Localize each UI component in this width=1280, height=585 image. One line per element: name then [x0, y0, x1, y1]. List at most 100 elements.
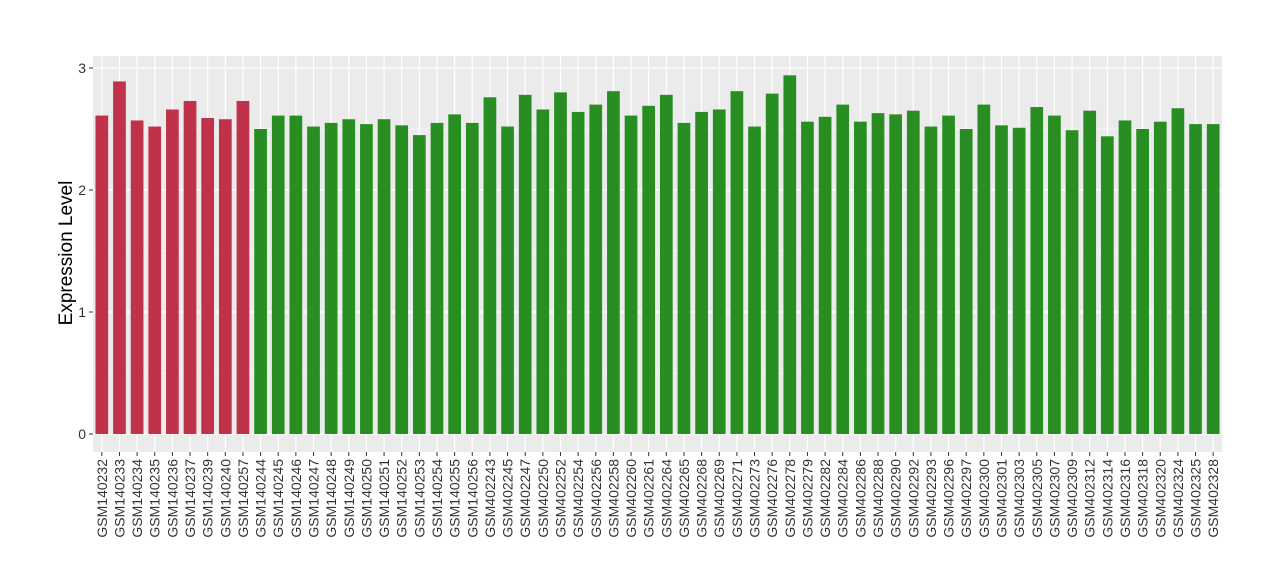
bar-GSM140246 — [289, 115, 303, 434]
x-tick-label: GSM140247 — [306, 459, 322, 538]
x-tick-label: GSM402292 — [905, 459, 921, 538]
x-tick-label: GSM402300 — [976, 459, 992, 538]
x-tick-label: GSM140257 — [235, 459, 251, 538]
bar-GSM140239 — [201, 118, 215, 435]
x-tick-label: GSM402296 — [941, 459, 957, 538]
bar-GSM402288 — [871, 113, 885, 434]
x-tick-label: GSM402314 — [1099, 459, 1115, 538]
x-tick-label: GSM402318 — [1135, 459, 1151, 538]
bar-GSM402265 — [677, 122, 691, 435]
bar-GSM140240 — [218, 119, 232, 435]
y-tick-label: 2 — [78, 182, 86, 198]
x-tick-label: GSM140233 — [111, 459, 127, 538]
x-tick-label: GSM140234 — [129, 459, 145, 538]
bar-GSM402316 — [1118, 120, 1132, 435]
x-tick-label: GSM402316 — [1117, 459, 1133, 538]
x-tick-label: GSM402284 — [835, 459, 851, 538]
bar-GSM402305 — [1030, 107, 1044, 434]
x-tick-label: GSM402288 — [870, 459, 886, 538]
bar-GSM402278 — [783, 75, 797, 434]
x-tick-label: GSM402245 — [500, 459, 516, 538]
x-tick-label: GSM402250 — [535, 459, 551, 538]
bar-GSM402250 — [536, 109, 550, 434]
x-tick-label: GSM402278 — [782, 459, 798, 538]
bar-GSM140233 — [113, 81, 126, 435]
x-tick-label: GSM140237 — [182, 459, 198, 538]
x-tick-label: GSM140256 — [464, 459, 480, 538]
x-tick-label: GSM140254 — [429, 459, 445, 538]
bar-GSM140254 — [430, 122, 444, 435]
bar-GSM402273 — [748, 126, 761, 434]
x-axis: GSM140232 GSM140233 GSM140234 GSM140235 GSM1… — [94, 452, 1221, 538]
bar-GSM402258 — [607, 91, 620, 435]
x-tick-label: GSM140248 — [323, 459, 339, 538]
bar-GSM140247 — [307, 126, 320, 434]
bar-GSM402243 — [483, 97, 497, 434]
bar-GSM402256 — [589, 104, 603, 434]
x-tick-label: GSM402261 — [641, 459, 657, 538]
x-tick-label: GSM402324 — [1170, 459, 1186, 538]
x-tick-label: GSM402252 — [552, 459, 568, 538]
x-tick-label: GSM402279 — [799, 459, 815, 538]
x-tick-label: GSM140250 — [358, 459, 374, 538]
bar-GSM402325 — [1189, 124, 1202, 435]
bar-GSM402303 — [1012, 127, 1026, 434]
bar-GSM140250 — [360, 124, 373, 435]
x-tick-label: GSM140246 — [288, 459, 304, 538]
x-tick-label: GSM402268 — [694, 459, 710, 538]
bar-GSM140249 — [342, 119, 356, 435]
bar-GSM140234 — [130, 120, 144, 435]
bar-GSM402312 — [1083, 110, 1097, 434]
bar-GSM402296 — [942, 115, 955, 434]
bar-GSM140257 — [236, 100, 250, 434]
bar-GSM402320 — [1153, 121, 1167, 435]
bar-GSM402252 — [554, 92, 567, 435]
x-tick-label: GSM402286 — [852, 459, 868, 538]
y-axis: 0 1 2 3 — [78, 60, 93, 442]
x-tick-label: GSM402309 — [1064, 459, 1080, 538]
bar-GSM402309 — [1065, 130, 1079, 434]
bar-GSM402245 — [501, 126, 514, 434]
bar-GSM402300 — [977, 104, 991, 434]
x-tick-label: GSM402282 — [817, 459, 833, 538]
x-tick-label: GSM402290 — [888, 459, 904, 538]
bar-GSM402286 — [854, 121, 867, 435]
bar-GSM402328 — [1206, 124, 1220, 435]
bar-GSM140236 — [166, 109, 179, 434]
x-tick-label: GSM140236 — [164, 459, 180, 538]
x-tick-label: GSM140255 — [447, 459, 463, 538]
x-tick-label: GSM402247 — [517, 459, 533, 538]
bar-GSM140253 — [413, 135, 426, 434]
bar-GSM140255 — [448, 114, 461, 435]
bar-GSM402293 — [924, 126, 938, 434]
bar-GSM402318 — [1136, 129, 1149, 434]
bar-GSM140232 — [95, 115, 109, 434]
x-tick-label: GSM402312 — [1082, 459, 1098, 538]
x-tick-label: GSM402258 — [605, 459, 621, 538]
x-tick-label: GSM402264 — [658, 459, 674, 538]
bar-GSM140256 — [465, 122, 479, 435]
bar-GSM140237 — [183, 100, 197, 434]
bar-GSM140245 — [271, 115, 285, 434]
y-axis-label: Expression Level — [56, 181, 77, 326]
bar-GSM402271 — [730, 91, 744, 435]
x-tick-label: GSM140232 — [94, 459, 110, 538]
x-tick-label: GSM402256 — [588, 459, 604, 538]
x-tick-label: GSM402328 — [1205, 459, 1221, 538]
bar-GSM402282 — [818, 116, 832, 435]
bar-GSM402290 — [889, 114, 902, 435]
x-tick-label: GSM402254 — [570, 459, 586, 538]
bar-GSM402284 — [836, 104, 850, 434]
y-tick-label: 0 — [78, 426, 86, 442]
bar-GSM402292 — [906, 110, 920, 434]
bar-GSM140252 — [395, 125, 409, 434]
x-tick-label: GSM140252 — [394, 459, 410, 538]
bar-GSM402260 — [624, 115, 638, 434]
y-tick-label: 1 — [78, 304, 86, 320]
x-tick-label: GSM402265 — [676, 459, 692, 538]
bar-GSM402254 — [571, 111, 585, 435]
x-tick-label: GSM402297 — [958, 459, 974, 538]
x-tick-label: GSM402269 — [711, 459, 727, 538]
bar-GSM402268 — [695, 111, 708, 435]
x-tick-label: GSM140251 — [376, 459, 392, 538]
